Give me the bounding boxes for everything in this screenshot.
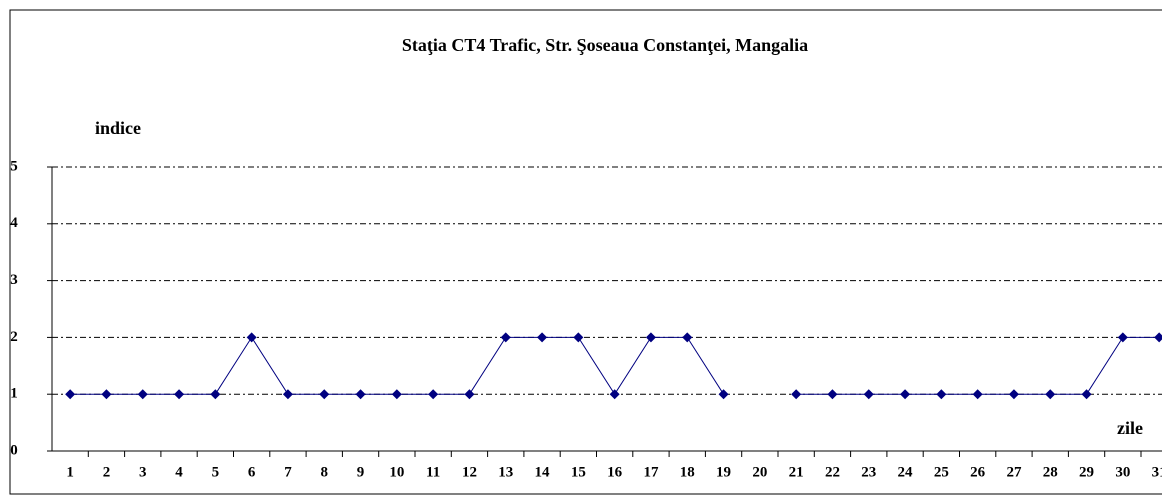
y-tick-label: 3 [10, 272, 18, 288]
point [1154, 332, 1162, 343]
x-tick-label: 31 [1152, 464, 1162, 480]
point [791, 389, 802, 400]
x-tick-label: 20 [752, 464, 767, 480]
x-tick-label: 19 [716, 464, 731, 480]
x-tick-label: 30 [1115, 464, 1130, 480]
line [70, 336, 1160, 396]
x-tick-label: 27 [1006, 464, 1022, 480]
point [682, 332, 693, 343]
x-tick-label: 26 [970, 464, 986, 480]
x-tick-label: 23 [861, 464, 876, 480]
point [936, 389, 947, 400]
point [863, 389, 874, 400]
x-tick-label: 24 [898, 464, 914, 480]
point [428, 389, 439, 400]
point [609, 389, 620, 400]
x-tick-label: 4 [175, 464, 183, 480]
point [282, 389, 293, 400]
point [900, 389, 911, 400]
x-tick-label: 16 [607, 464, 623, 480]
point [210, 389, 221, 400]
point [101, 389, 112, 400]
point [174, 389, 185, 400]
x-tick-label: 25 [934, 464, 949, 480]
point [718, 389, 729, 400]
x-tick-label: 9 [357, 464, 365, 480]
point [1081, 389, 1092, 400]
point [827, 389, 838, 400]
point [645, 332, 656, 343]
x-tick-label: 1 [66, 464, 74, 480]
point [137, 389, 148, 400]
x-axis-label: zile [1117, 418, 1143, 438]
x-tick-label: 3 [139, 464, 147, 480]
point [1008, 389, 1019, 400]
x-tick-label: 15 [571, 464, 586, 480]
point [573, 332, 584, 343]
y-tick-label: 2 [10, 329, 18, 345]
point [1045, 389, 1056, 400]
point [246, 332, 257, 343]
x-tick-label: 7 [284, 464, 292, 480]
y-axis-label: indice [95, 118, 141, 138]
x-tick-label: 21 [789, 464, 804, 480]
y-tick-label: 0 [10, 442, 18, 458]
point [500, 332, 511, 343]
y-tick-label: 5 [10, 158, 18, 174]
x-tick-label: 5 [212, 464, 220, 480]
point [355, 389, 366, 400]
x-tick-label: 10 [389, 464, 404, 480]
point [1117, 332, 1128, 343]
x-tick-label: 22 [825, 464, 840, 480]
x-tick-label: 28 [1043, 464, 1058, 480]
y-tick-label: 1 [10, 386, 18, 402]
x-tick-label: 2 [103, 464, 111, 480]
x-tick-label: 6 [248, 464, 256, 480]
point [319, 389, 330, 400]
y-tick-label: 4 [10, 215, 18, 231]
chart-frame [9, 9, 1162, 495]
point [391, 389, 402, 400]
point [464, 389, 475, 400]
point [972, 389, 983, 400]
point [537, 332, 548, 343]
x-tick-label: 29 [1079, 464, 1094, 480]
x-tick-label: 13 [498, 464, 513, 480]
x-tick-label: 18 [680, 464, 695, 480]
point [65, 389, 76, 400]
x-tick-label: 12 [462, 464, 477, 480]
x-tick-label: 8 [321, 464, 329, 480]
x-tick-label: 17 [643, 464, 659, 480]
chart-title: Staţia CT4 Trafic, Str. Şoseaua Constanţ… [402, 35, 808, 55]
x-tick-label: 11 [426, 464, 440, 480]
x-tick-label: 14 [535, 464, 551, 480]
